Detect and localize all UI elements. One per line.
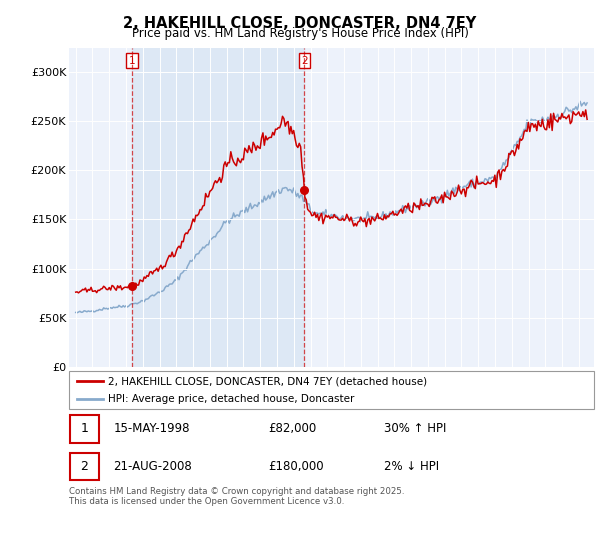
Bar (132, 48, 304, 367)
Text: 15-MAY-1998: 15-MAY-1998 (113, 422, 190, 436)
Text: 1: 1 (80, 422, 88, 436)
Text: Price paid vs. HM Land Registry's House Price Index (HPI): Price paid vs. HM Land Registry's House … (131, 27, 469, 40)
Text: £82,000: £82,000 (269, 422, 317, 436)
Text: 2: 2 (301, 55, 308, 66)
FancyBboxPatch shape (69, 371, 594, 409)
Text: 2: 2 (80, 460, 88, 473)
Text: 21-AUG-2008: 21-AUG-2008 (113, 460, 193, 473)
Text: 2, HAKEHILL CLOSE, DONCASTER, DN4 7EY (detached house): 2, HAKEHILL CLOSE, DONCASTER, DN4 7EY (d… (109, 376, 427, 386)
Text: HPI: Average price, detached house, Doncaster: HPI: Average price, detached house, Donc… (109, 394, 355, 404)
Text: 2, HAKEHILL CLOSE, DONCASTER, DN4 7EY: 2, HAKEHILL CLOSE, DONCASTER, DN4 7EY (124, 16, 476, 31)
FancyBboxPatch shape (70, 415, 99, 443)
Text: 1: 1 (129, 55, 136, 66)
Text: 2% ↓ HPI: 2% ↓ HPI (384, 460, 439, 473)
Text: £180,000: £180,000 (269, 460, 324, 473)
Text: Contains HM Land Registry data © Crown copyright and database right 2025.
This d: Contains HM Land Registry data © Crown c… (69, 487, 404, 506)
Text: 30% ↑ HPI: 30% ↑ HPI (384, 422, 446, 436)
FancyBboxPatch shape (70, 452, 99, 480)
